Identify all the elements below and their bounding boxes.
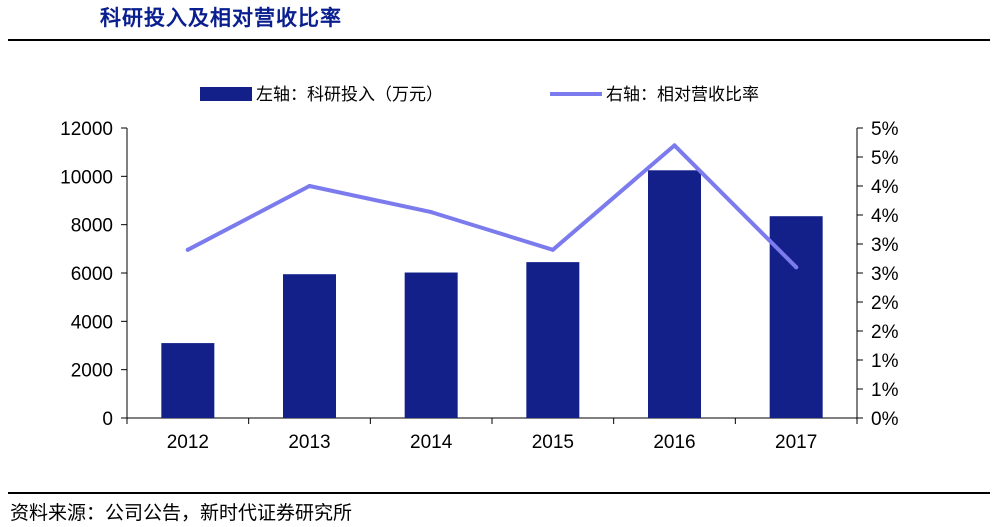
bar-2016	[648, 170, 701, 418]
left-tick-label: 4000	[71, 312, 113, 333]
top-divider	[8, 39, 990, 41]
x-tick-label: 2016	[653, 432, 695, 453]
left-tick-label: 10000	[60, 167, 113, 188]
tick-labels: 0 2000 4000 6000 8000 10000 12000 0% 1% 1% 2% 2% 3% 3…	[60, 119, 898, 453]
line-point-2016	[672, 143, 677, 148]
x-tick-label: 2014	[410, 432, 453, 453]
legend-line-label: 右轴：相对营收比率	[606, 85, 759, 104]
right-tick-label: 2%	[871, 322, 899, 343]
line-point-2012	[185, 247, 190, 252]
axes	[121, 127, 863, 424]
x-tick-label: 2015	[532, 432, 574, 453]
line-point-2015	[550, 247, 555, 252]
line-point-2014	[429, 210, 434, 215]
left-tick-label: 12000	[60, 119, 113, 140]
left-tick-label: 0	[102, 409, 113, 430]
bar-2014	[404, 272, 458, 418]
right-tick-label: 5%	[871, 148, 899, 169]
right-tick-label: 4%	[871, 206, 899, 227]
chart: 左轴：科研投入（万元） 右轴：相对营收比率 0 2000 4000 6000 8000 1…	[60, 85, 898, 453]
right-tick-label: 5%	[871, 119, 899, 140]
x-tick-label: 2012	[167, 432, 209, 453]
ratio-line	[185, 143, 799, 270]
x-tick-label: 2013	[288, 432, 330, 453]
bar-2012	[161, 343, 215, 418]
bottom-divider	[8, 492, 990, 494]
right-tick-label: 2%	[871, 293, 899, 314]
bar-2013	[283, 274, 336, 418]
left-tick-label: 8000	[71, 216, 113, 237]
left-tick-label: 6000	[71, 264, 113, 285]
right-tick-label: 1%	[871, 380, 899, 401]
right-tick-label: 3%	[871, 235, 899, 256]
right-tick-label: 1%	[871, 351, 899, 372]
legend-bar-swatch	[200, 87, 252, 101]
source-note: 资料来源：公司公告，新时代证券研究所	[10, 502, 353, 524]
bar-2015	[526, 262, 580, 418]
legend-bar-label: 左轴：科研投入（万元）	[256, 85, 443, 104]
x-tick-label: 2017	[775, 432, 817, 453]
right-tick-label: 0%	[871, 409, 899, 430]
line-point-2013	[307, 184, 312, 188]
legend: 左轴：科研投入（万元） 右轴：相对营收比率	[200, 85, 759, 104]
bars	[161, 170, 823, 418]
line-point-2017	[794, 265, 799, 270]
line-series	[185, 143, 799, 270]
right-tick-label: 4%	[871, 177, 899, 198]
left-tick-label: 2000	[71, 361, 113, 382]
right-tick-label: 3%	[871, 264, 899, 285]
page-title: 科研投入及相对营收比率	[100, 5, 342, 30]
